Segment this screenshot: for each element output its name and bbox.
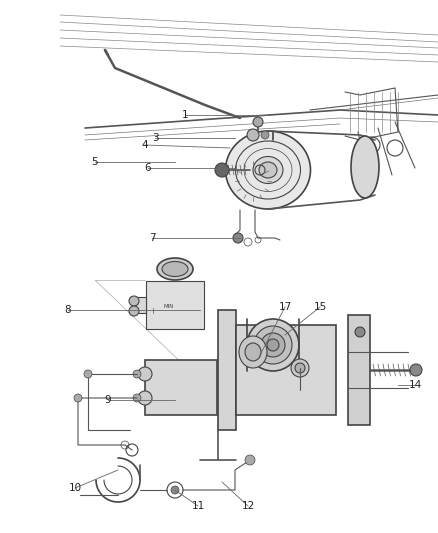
Ellipse shape — [157, 258, 193, 280]
Text: MIN: MIN — [164, 304, 174, 310]
Text: 14: 14 — [408, 380, 422, 390]
Text: 8: 8 — [65, 305, 71, 315]
Circle shape — [253, 117, 263, 127]
Circle shape — [215, 163, 229, 177]
Circle shape — [410, 364, 422, 376]
Text: 10: 10 — [68, 483, 81, 493]
FancyBboxPatch shape — [134, 297, 146, 313]
Circle shape — [171, 486, 179, 494]
Circle shape — [355, 327, 365, 337]
FancyBboxPatch shape — [146, 281, 204, 329]
Circle shape — [291, 359, 309, 377]
FancyBboxPatch shape — [236, 325, 336, 415]
Circle shape — [233, 233, 243, 243]
Ellipse shape — [267, 339, 279, 351]
Circle shape — [84, 370, 92, 378]
Circle shape — [245, 455, 255, 465]
Text: 15: 15 — [313, 302, 327, 312]
Ellipse shape — [226, 131, 311, 209]
Circle shape — [133, 370, 141, 378]
Circle shape — [129, 306, 139, 316]
Ellipse shape — [351, 136, 379, 198]
Text: 11: 11 — [191, 501, 205, 511]
Ellipse shape — [162, 262, 188, 277]
Ellipse shape — [259, 162, 277, 178]
Text: 9: 9 — [105, 395, 111, 405]
Circle shape — [261, 131, 269, 139]
Text: 3: 3 — [152, 133, 158, 143]
Ellipse shape — [247, 319, 299, 371]
FancyBboxPatch shape — [145, 360, 217, 415]
Text: 5: 5 — [92, 157, 98, 167]
Circle shape — [295, 363, 305, 373]
Circle shape — [133, 394, 141, 402]
Circle shape — [138, 391, 152, 405]
Ellipse shape — [253, 157, 283, 183]
FancyBboxPatch shape — [218, 310, 236, 430]
Text: 6: 6 — [145, 163, 151, 173]
Text: 1: 1 — [182, 110, 188, 120]
Text: 12: 12 — [241, 501, 254, 511]
Circle shape — [129, 296, 139, 306]
Circle shape — [138, 367, 152, 381]
Text: 7: 7 — [148, 233, 155, 243]
Ellipse shape — [239, 336, 267, 368]
Circle shape — [247, 129, 259, 141]
Text: 4: 4 — [141, 140, 148, 150]
Text: 17: 17 — [279, 302, 292, 312]
FancyBboxPatch shape — [348, 315, 370, 425]
Ellipse shape — [245, 343, 261, 361]
Circle shape — [74, 394, 82, 402]
Ellipse shape — [254, 326, 292, 364]
Ellipse shape — [261, 333, 285, 357]
